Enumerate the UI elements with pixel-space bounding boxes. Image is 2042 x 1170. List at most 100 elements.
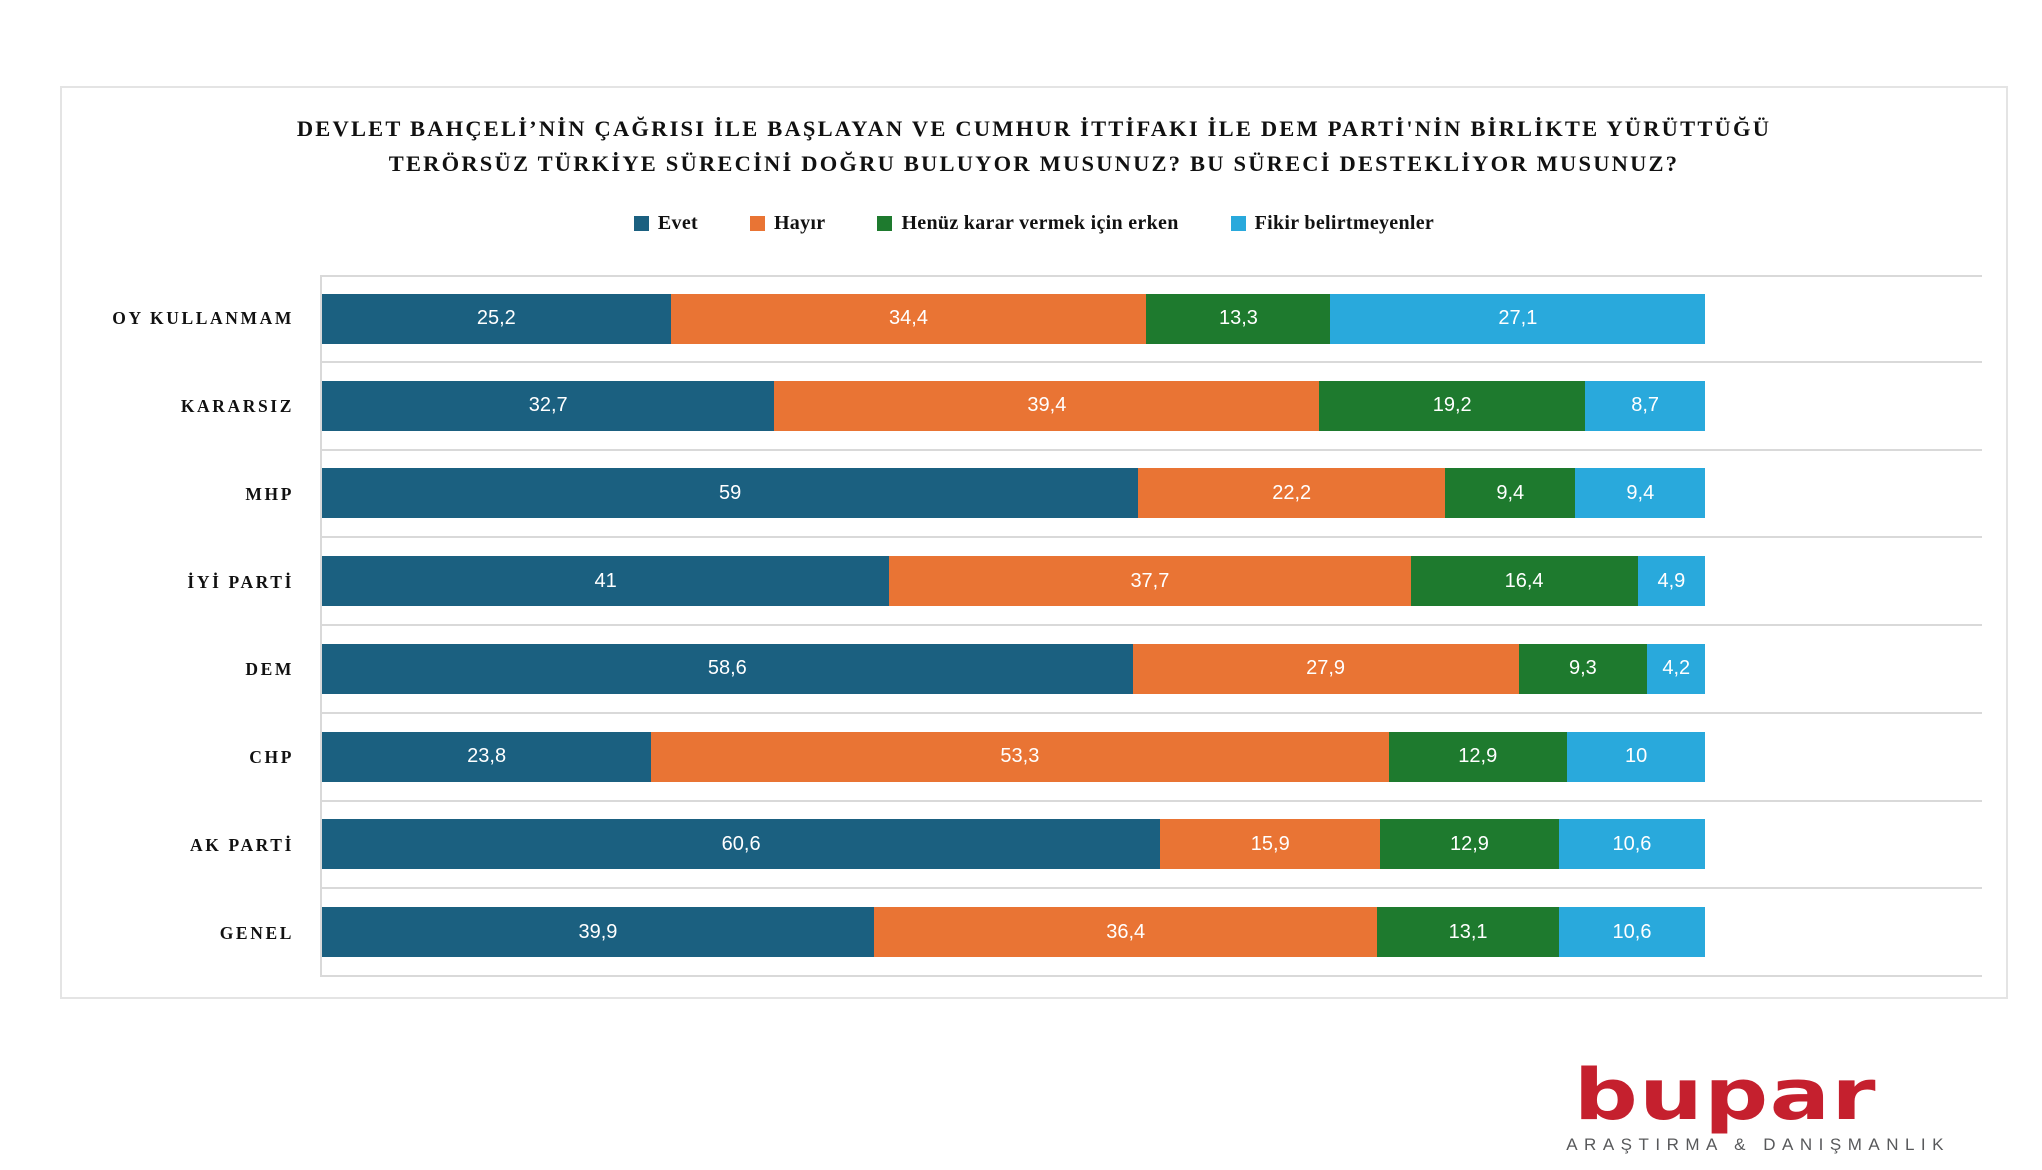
bar-segment-hay-r: 27,9 [1132, 643, 1519, 694]
stacked-bar: 60,6 15,9 12,9 10,6 [322, 819, 1706, 870]
legend-label: Fikir belirtmeyenler [1254, 211, 1435, 234]
bar-value-label: 27,9 [1306, 657, 1346, 680]
legend-swatch-icon [877, 215, 893, 231]
chart-row-oy-kullanmam: OY KULLANMAM 25,2 34,4 13,3 27,1 [62, 275, 1982, 363]
bar-segment-hen-z-karar-vermek-i-in-erken: 9,4 [1445, 468, 1576, 519]
stacked-bar: 39,9 36,4 13,1 10,6 [322, 907, 1706, 958]
logo-tagline-text: ARAŞTIRMA & DANIŞMANLIK [1566, 1134, 1950, 1154]
bar-value-label: 60,6 [721, 832, 761, 855]
bar-value-label: 32,7 [528, 394, 568, 417]
bar-track: 59 22,2 9,4 9,4 [320, 450, 1982, 539]
bar-segment-fikir-belirtmeyenler: 10 [1566, 731, 1706, 782]
plot-area: OY KULLANMAM 25,2 34,4 13,3 27,1 KARARSIZ 32,7… [62, 275, 1982, 977]
bar-segment-fikir-belirtmeyenler: 10,6 [1558, 819, 1706, 870]
bar-value-label: 34,4 [889, 307, 928, 330]
bar-track: 39,9 36,4 13,1 10,6 [320, 889, 1982, 977]
bar-segment-evet: 39,9 [322, 907, 874, 958]
bar-value-label: 22,2 [1272, 481, 1312, 504]
stacked-bar: 59 22,2 9,4 9,4 [322, 468, 1706, 519]
bar-value-label: 19,2 [1432, 394, 1472, 417]
bar-value-label: 53,3 [1000, 745, 1040, 768]
bar-value-label: 36,4 [1106, 920, 1146, 943]
legend-label: Henüz karar vermek için erken [901, 211, 1179, 234]
bar-value-label: 59 [718, 481, 742, 504]
bar-value-label: 15,9 [1250, 832, 1290, 855]
category-label: OY KULLANMAM [112, 308, 294, 329]
bar-value-label: 39,9 [578, 920, 618, 943]
legend-item-hen-z-karar-vermek-i-in-erken: Henüz karar vermek için erken [877, 212, 1178, 235]
bar-segment-fikir-belirtmeyenler: 8,7 [1584, 380, 1706, 431]
bar-value-label: 13,1 [1448, 920, 1488, 943]
chart-row-i-yi-parti: İYİ PARTİ 41 37,7 16,4 4,9 [62, 538, 1982, 626]
bar-value-label: 41 [594, 569, 617, 592]
bar-segment-fikir-belirtmeyenler: 27,1 [1330, 293, 1706, 344]
category-label: DEM [245, 659, 294, 680]
chart-row-ak-parti: AK PARTİ 60,6 15,9 12,9 10,6 [62, 801, 1982, 890]
chart-row-dem: DEM 58,6 27,9 9,3 4,2 [62, 626, 1982, 714]
bar-segment-hen-z-karar-vermek-i-in-erken: 13,3 [1146, 293, 1331, 344]
bar-segment-evet: 58,6 [322, 643, 1133, 694]
category-label: CHP [249, 747, 294, 768]
bar-segment-hen-z-karar-vermek-i-in-erken: 9,3 [1518, 643, 1648, 694]
bar-value-label: 4,9 [1657, 569, 1686, 592]
bar-segment-hen-z-karar-vermek-i-in-erken: 19,2 [1319, 380, 1585, 431]
bar-segment-hen-z-karar-vermek-i-in-erken: 13,1 [1377, 907, 1559, 958]
bar-segment-hen-z-karar-vermek-i-in-erken: 12,9 [1380, 819, 1559, 870]
chart-row-chp: CHP 23,8 53,3 12,9 10 [62, 713, 1982, 802]
bar-track: 60,6 15,9 12,9 10,6 [320, 801, 1982, 890]
stacked-bar: 32,7 39,4 19,2 8,7 [322, 380, 1706, 431]
bar-track: 23,8 53,3 12,9 10 [320, 713, 1982, 802]
bar-segment-hen-z-karar-vermek-i-in-erken: 16,4 [1410, 556, 1638, 607]
bar-value-label: 58,6 [707, 657, 747, 680]
category-label: KARARSIZ [180, 396, 294, 417]
bar-value-label: 9,4 [1496, 481, 1525, 504]
bar-value-label: 13,3 [1218, 307, 1258, 330]
bar-segment-hay-r: 22,2 [1138, 468, 1446, 519]
bupar-logo: bupar ARAŞTIRMA & DANIŞMANLIK [1566, 1054, 1950, 1155]
legend-label: Hayır [773, 211, 826, 234]
chart-row-genel: GENEL 39,9 36,4 13,1 10,6 [62, 889, 1982, 977]
bar-segment-evet: 41 [322, 556, 890, 607]
legend-label: Evet [657, 211, 698, 234]
bar-value-label: 12,9 [1458, 745, 1498, 768]
bar-value-label: 8,7 [1631, 394, 1660, 417]
stacked-bar: 25,2 34,4 13,3 27,1 [322, 293, 1706, 344]
legend-item-evet: Evet [633, 211, 698, 235]
bar-track: 32,7 39,4 19,2 8,7 [320, 362, 1982, 451]
bar-value-label: 16,4 [1504, 569, 1544, 592]
bar-segment-hay-r: 34,4 [670, 293, 1147, 344]
bar-segment-hay-r: 36,4 [873, 907, 1378, 958]
category-label: AK PARTİ [190, 834, 294, 855]
bar-segment-evet: 59 [322, 468, 1139, 519]
bar-value-label: 4,2 [1662, 657, 1691, 680]
stacked-bar: 58,6 27,9 9,3 4,2 [322, 643, 1706, 694]
legend-item-fikir-belirtmeyenler: Fikir belirtmeyenler [1230, 211, 1435, 235]
legend-swatch-icon [1230, 215, 1246, 231]
bar-segment-evet: 25,2 [322, 293, 671, 344]
bar-value-label: 25,2 [476, 307, 516, 330]
legend-item-hay-r: Hayır [749, 211, 826, 235]
bar-segment-evet: 60,6 [322, 819, 1161, 870]
chart-row-mhp: MHP 59 22,2 9,4 9,4 [62, 450, 1982, 539]
chart-card: DEVLET BAHÇELİ’NİN ÇAĞRISI İLE BAŞLAYAN … [60, 86, 2008, 999]
logo-brand-text: bupar [1573, 1054, 1877, 1136]
bar-segment-hay-r: 39,4 [774, 380, 1320, 431]
bar-value-label: 9,3 [1568, 657, 1597, 680]
bar-segment-evet: 32,7 [322, 380, 775, 431]
bar-segment-evet: 23,8 [322, 731, 652, 782]
stacked-bar: 23,8 53,3 12,9 10 [322, 731, 1706, 782]
bar-value-label: 12,9 [1449, 832, 1489, 855]
bar-value-label: 39,4 [1027, 394, 1067, 417]
bar-value-label: 23,8 [467, 745, 507, 768]
chart-title: DEVLET BAHÇELİ’NİN ÇAĞRISI İLE BAŞLAYAN … [296, 116, 1772, 176]
bar-value-label: 9,4 [1626, 481, 1655, 504]
bar-segment-fikir-belirtmeyenler: 10,6 [1558, 907, 1706, 958]
bar-value-label: 10,6 [1612, 832, 1652, 855]
stacked-bar: 41 37,7 16,4 4,9 [322, 556, 1706, 607]
bar-segment-hay-r: 15,9 [1160, 819, 1381, 870]
bar-value-label: 27,1 [1498, 307, 1538, 330]
legend-swatch-icon [633, 215, 649, 231]
bar-value-label: 10 [1625, 745, 1648, 768]
bar-segment-hay-r: 53,3 [651, 731, 1389, 782]
category-label: İYİ PARTİ [187, 571, 294, 592]
